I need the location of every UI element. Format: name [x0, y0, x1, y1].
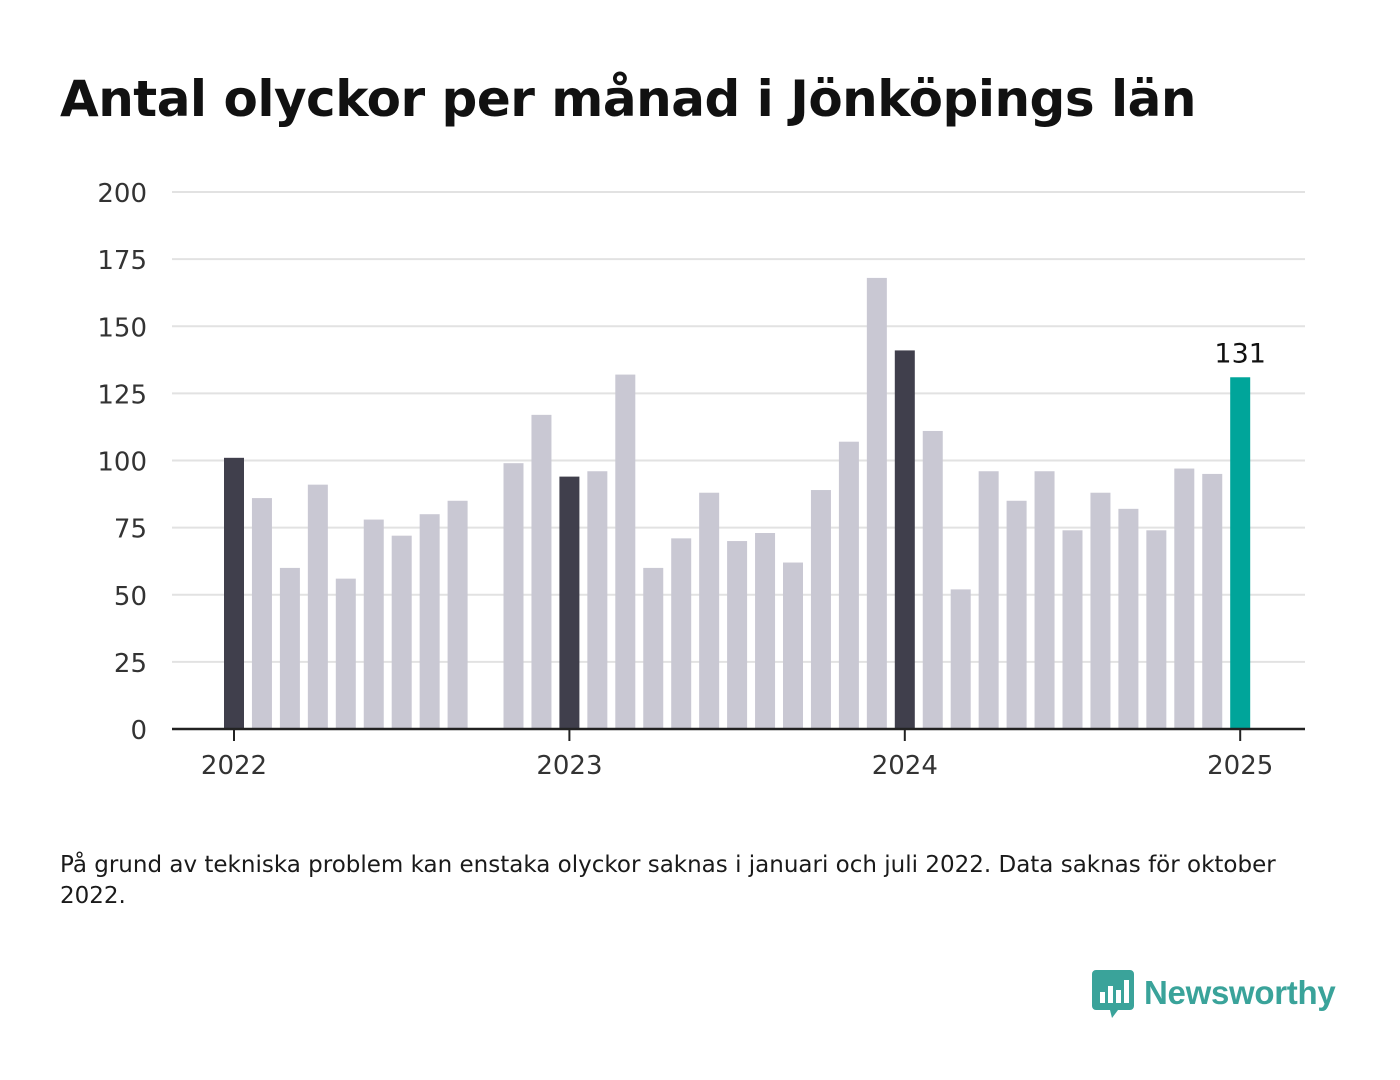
x-tick-label: 2024 [872, 751, 938, 781]
bar-2023-11 [838, 441, 859, 729]
bar-2024-02 [922, 430, 943, 729]
y-tick-label: 150 [97, 313, 147, 343]
y-tick-label: 175 [97, 246, 147, 276]
bar-2022-03 [279, 567, 300, 729]
bars [224, 277, 1251, 729]
y-tick-label: 75 [114, 515, 147, 545]
y-tick-label: 200 [97, 179, 147, 209]
bar-2022-06 [363, 519, 384, 729]
brand-logo: Newsworthy [1092, 968, 1336, 1018]
bar-2022-11 [503, 463, 524, 729]
bar-2024-08 [1090, 492, 1111, 729]
bar-2022-08 [419, 514, 440, 729]
bar-2024-10 [1146, 530, 1167, 729]
bar-2024-07 [1062, 530, 1083, 729]
x-tick-label: 2022 [201, 751, 267, 781]
y-tick-label: 125 [97, 380, 147, 410]
bar-2023-01 [559, 476, 580, 729]
x-tick-label: 2025 [1207, 751, 1273, 781]
footnote: På grund av tekniska problem kan enstaka… [60, 852, 1276, 909]
bar-2023-07 [727, 541, 748, 729]
bar-2023-10 [810, 490, 831, 729]
bar-2023-03 [615, 374, 636, 729]
bar-2024-12 [1202, 473, 1223, 729]
bar-2024-05 [1006, 500, 1027, 729]
bar-2024-06 [1034, 471, 1055, 729]
bar-2022-04 [307, 484, 328, 729]
bar-2024-11 [1174, 468, 1195, 729]
bar-2023-05 [671, 538, 692, 729]
newsworthy-logo-icon [1092, 970, 1134, 1018]
y-tick-label: 100 [97, 448, 147, 478]
bar-2022-09 [447, 500, 468, 729]
data-label-latest: 131 [1214, 338, 1266, 369]
x-axis: 2022 2023 2024 2025 [172, 727, 1305, 781]
data-labels: 131 [1214, 338, 1266, 369]
chart-title: Antal olyckor per månad i Jönköpings län [60, 70, 1196, 128]
bar-2023-06 [699, 492, 720, 729]
y-tick-label: 0 [130, 716, 147, 746]
bar-2023-09 [783, 562, 803, 729]
bar-2022-02 [251, 498, 272, 729]
bar-2023-12 [866, 277, 887, 729]
y-tick-label: 50 [114, 582, 147, 612]
bar-2023-08 [755, 532, 776, 729]
bar-2025-01 [1230, 377, 1251, 729]
y-axis-tick-labels: 0 25 50 75 100 125 150 175 200 [97, 179, 147, 746]
bar-2024-09 [1118, 508, 1139, 729]
bar-2022-01 [224, 457, 244, 729]
bar-2022-07 [391, 535, 412, 729]
bar-2024-03 [950, 589, 971, 729]
bar-2023-02 [587, 471, 608, 729]
y-tick-label: 25 [114, 649, 147, 679]
brand-name: Newsworthy [1144, 974, 1336, 1011]
bar-2022-12 [531, 414, 552, 729]
bar-2022-05 [335, 578, 356, 729]
bar-2024-01 [894, 350, 915, 729]
bar-2024-04 [978, 471, 999, 729]
bar-2023-04 [643, 567, 664, 729]
x-tick-label: 2023 [536, 751, 602, 781]
